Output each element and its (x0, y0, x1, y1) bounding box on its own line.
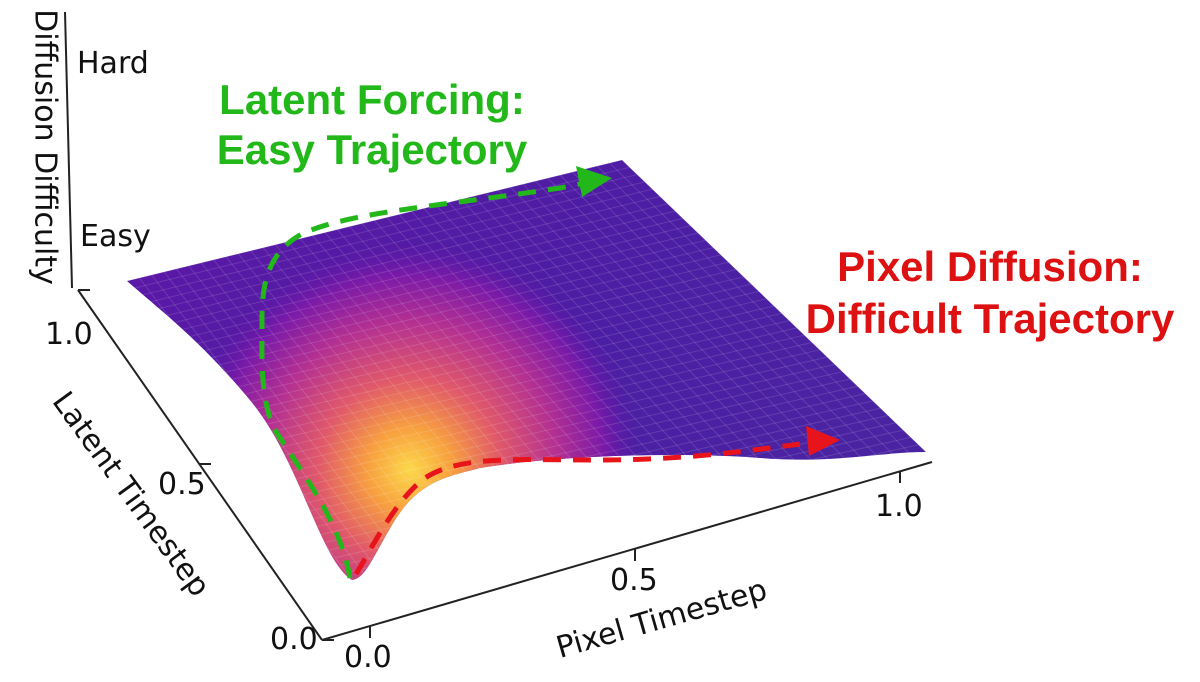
mesh-line (497, 189, 783, 485)
mesh-line (306, 393, 866, 521)
mesh-line (222, 283, 752, 409)
mesh-line (448, 202, 726, 498)
latent-arrowhead (576, 166, 612, 197)
mesh-line (559, 174, 855, 469)
latent-forcing-trajectory (259, 181, 581, 579)
y-tick-label-0.0: 0.0 (270, 622, 318, 657)
latent-annotation-line1: Latent Forcing: (219, 76, 525, 123)
z-axis-label: Diffusion Difficulty (28, 9, 63, 285)
mesh-line (609, 162, 912, 456)
mesh-line (436, 205, 712, 501)
mesh-line (149, 188, 653, 312)
surface-hotspot (127, 160, 926, 580)
pixel-annotation-line1: Pixel Diffusion: (837, 243, 1143, 290)
z-tick-easy: Easy (80, 219, 151, 254)
z-tick-hard: Hard (77, 46, 149, 81)
mesh-line (188, 239, 706, 364)
mesh-line (211, 269, 737, 394)
mesh-line (171, 217, 683, 342)
mesh-line (205, 261, 729, 387)
mesh-line (163, 271, 396, 571)
mesh-line (301, 385, 858, 514)
mesh-line (132, 166, 630, 289)
mesh-line (295, 378, 851, 506)
trajectories (259, 166, 840, 579)
mesh-line (547, 177, 841, 472)
mesh-line (473, 195, 755, 491)
mesh-line (127, 160, 623, 282)
mesh-line (584, 168, 884, 462)
mesh-line (245, 312, 782, 439)
mesh-line (200, 262, 439, 562)
mesh-line (188, 265, 425, 565)
mesh-line (176, 268, 410, 568)
mesh-line (216, 276, 744, 402)
mesh-line (183, 232, 699, 357)
mesh-line (522, 183, 812, 478)
mesh-line (290, 371, 843, 499)
mesh-line (250, 320, 790, 446)
difficulty-surface (127, 160, 926, 580)
mesh-line (261, 334, 805, 461)
mesh-line (228, 290, 759, 417)
x-axis-line (321, 461, 933, 641)
mesh-line (572, 171, 869, 466)
x-tick-label-1.0: 1.0 (875, 489, 923, 524)
mesh-line (460, 198, 740, 494)
z-axis-line (64, 11, 73, 289)
mesh-line (143, 181, 645, 304)
pixel-annotation-line2: Difficult Trajectory (806, 295, 1175, 342)
x-tick-label-0.5: 0.5 (610, 563, 658, 598)
mesh-line (423, 208, 697, 504)
mesh-line (267, 342, 813, 469)
mesh-line (239, 305, 775, 431)
mesh-line (485, 192, 769, 488)
mesh-line (510, 186, 798, 482)
mesh-line (596, 165, 898, 459)
mesh-line (194, 247, 714, 372)
latent-annotation-line2: Easy Trajectory (217, 126, 528, 173)
mesh-line (200, 254, 721, 379)
mesh-line (233, 298, 767, 424)
y-tick-label-1.0: 1.0 (45, 317, 93, 352)
mesh-line (284, 363, 835, 491)
mesh-line (273, 349, 820, 476)
mesh-line (256, 327, 797, 454)
mesh-line (166, 210, 676, 334)
mesh-line (278, 356, 828, 484)
x-tick-label-0.0: 0.0 (344, 640, 392, 675)
pixel-diffusion-trajectory (353, 441, 801, 576)
mesh-line (155, 196, 661, 319)
y-tick-label-0.5: 0.5 (158, 467, 206, 502)
pixel-arrowhead (806, 426, 840, 456)
axis-frame (64, 11, 933, 641)
mesh-line (138, 174, 638, 297)
mesh-line (535, 180, 826, 475)
mesh-line (160, 203, 668, 327)
x-axis-label: Pixel Timestep (552, 572, 770, 666)
